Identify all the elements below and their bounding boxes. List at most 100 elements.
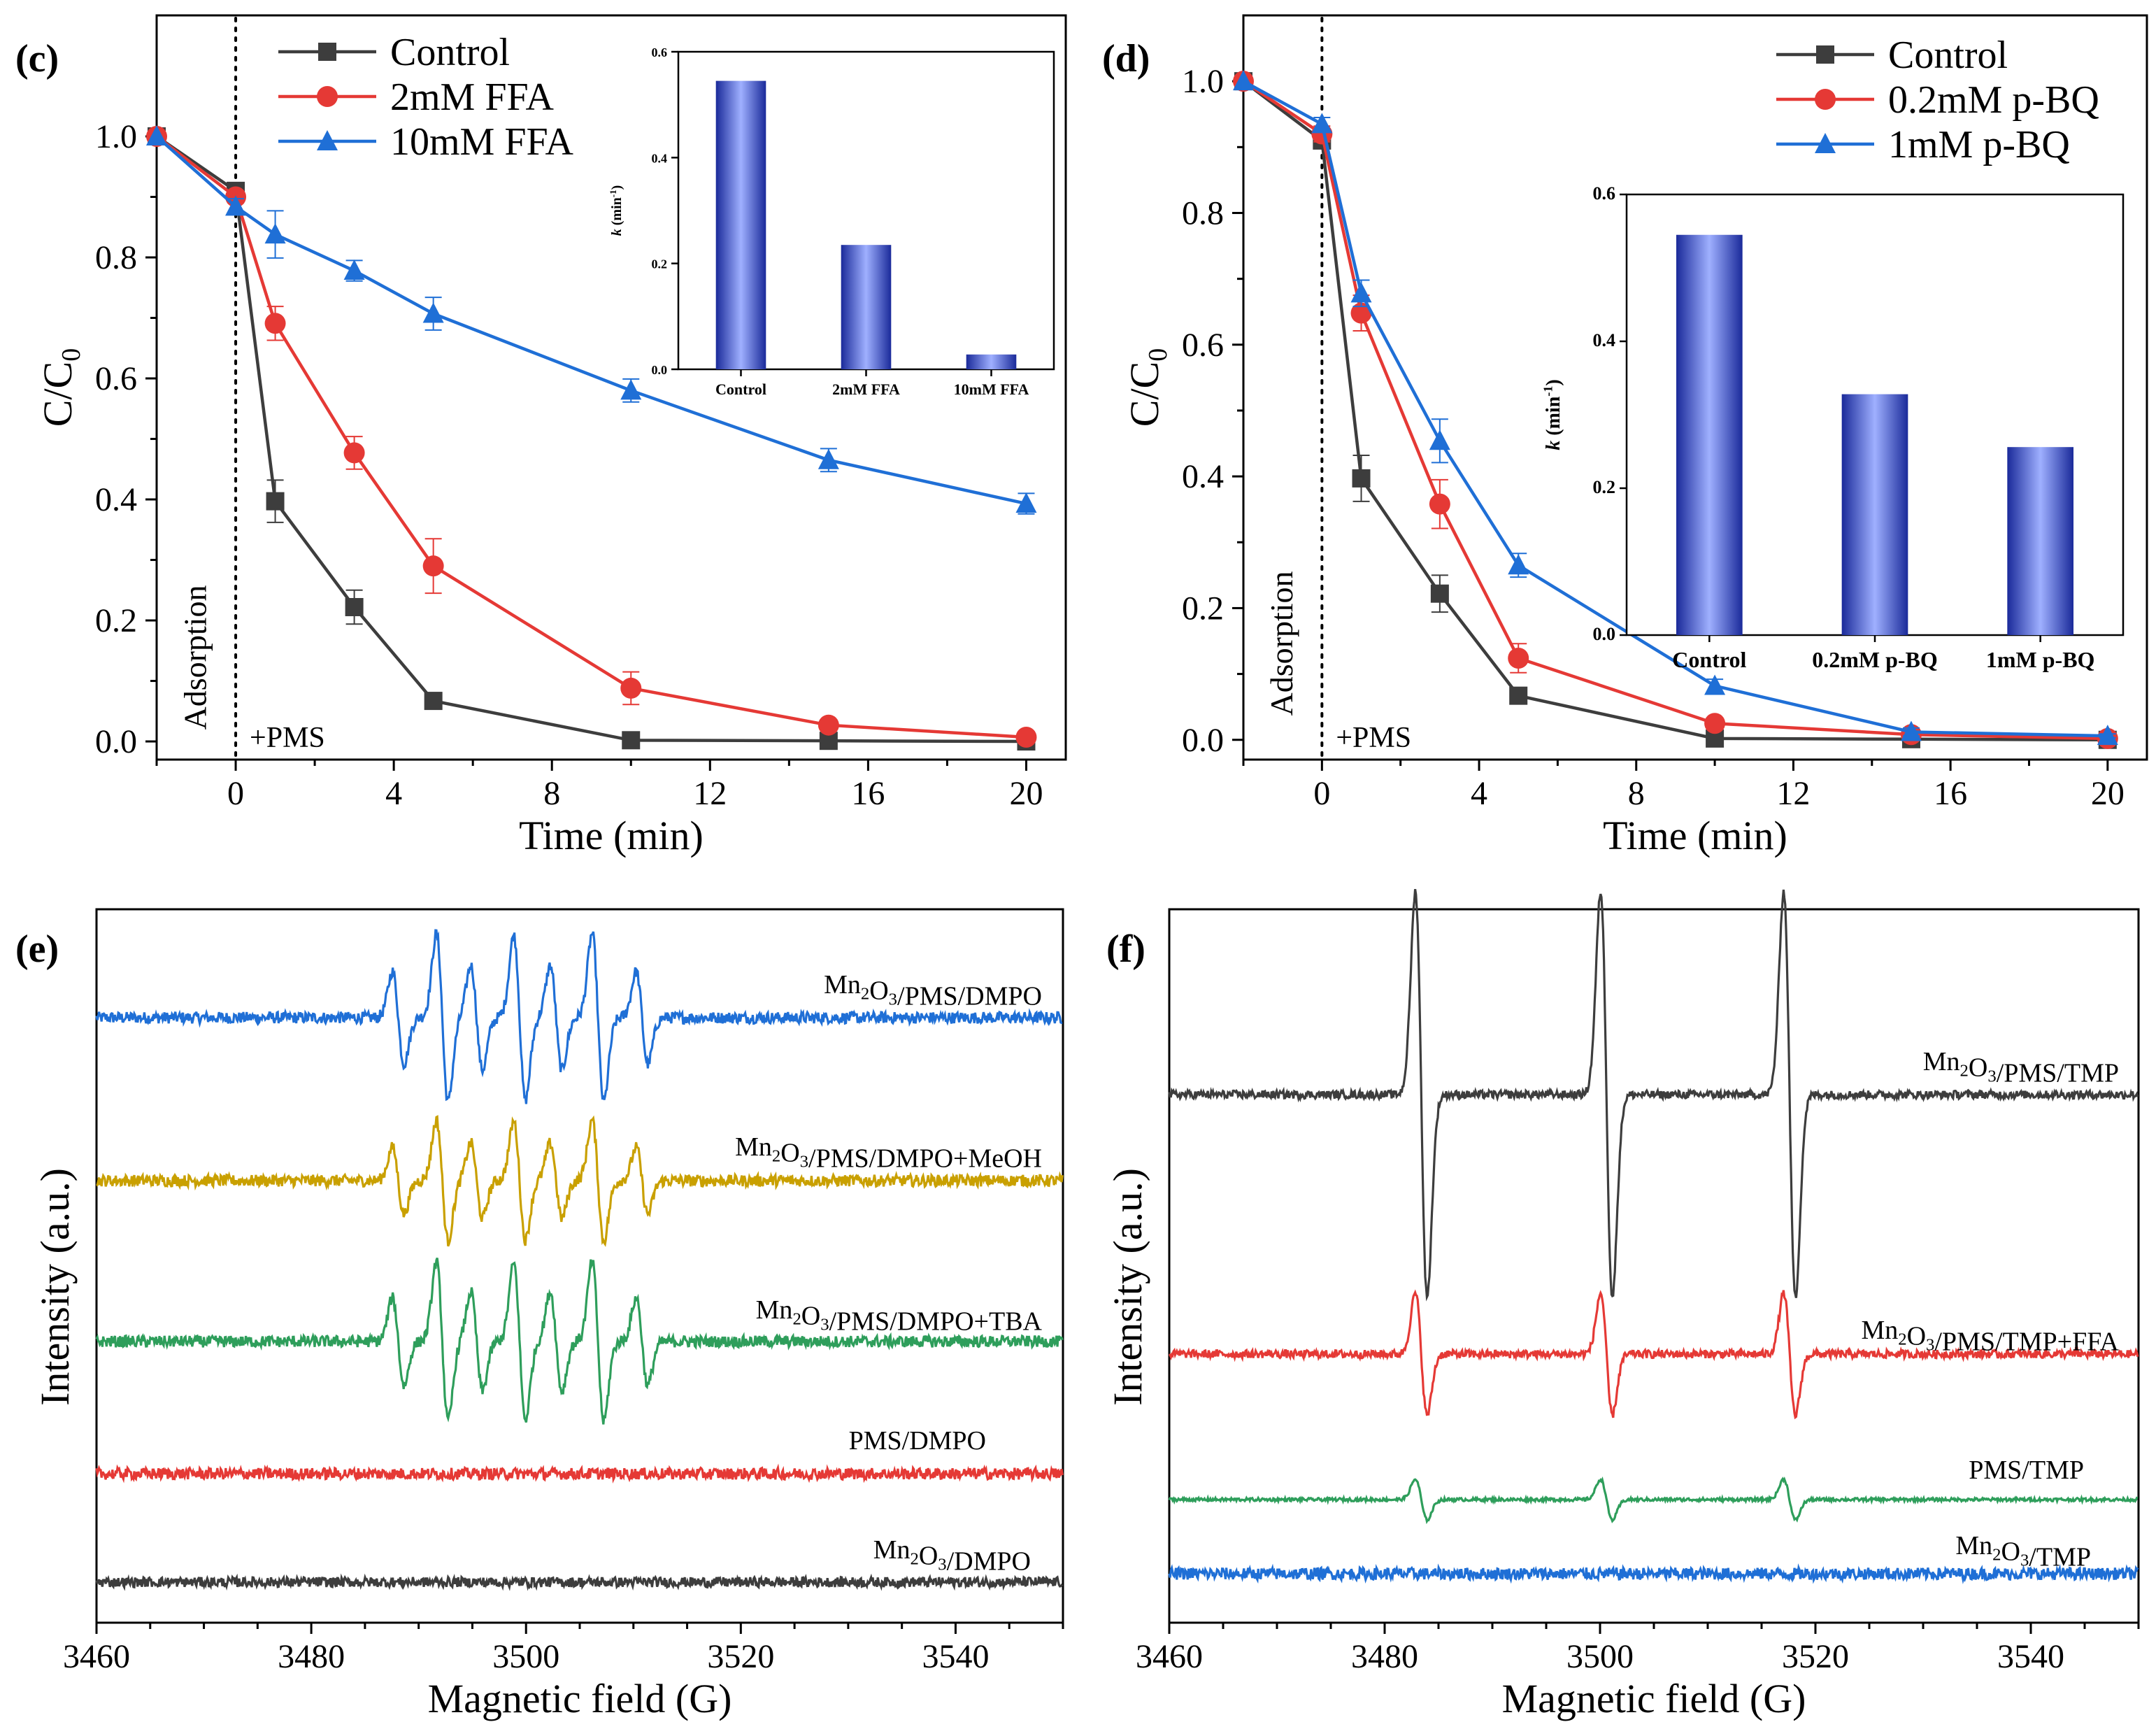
panel-letter: (e) — [15, 927, 59, 971]
data-point — [620, 379, 642, 400]
x-tick-label: 16 — [851, 775, 885, 812]
data-point — [2097, 725, 2118, 746]
label-span: /PMS/DMPO+TBA — [829, 1307, 1043, 1337]
x-tick-label: 4 — [1471, 775, 1487, 812]
y-tick-label: 0.2 — [95, 602, 137, 639]
inset-category-label: 2mM FFA — [832, 380, 900, 398]
x-tick-label: 3460 — [63, 1638, 130, 1675]
panel-e: 3460 3480 3500 3520 3540 Magnetic field (G) In… — [15, 908, 1064, 1721]
pms-annotation: +PMS — [1336, 722, 1411, 754]
inset-y-axis-label: k (min-1) — [1541, 379, 1564, 450]
legend-marker — [317, 86, 338, 107]
adsorption-annotation: Adsorption — [178, 585, 213, 730]
x-axis-label: Time (min) — [519, 813, 704, 858]
data-point — [1704, 713, 1726, 734]
legend-label: 2mM FFA — [390, 76, 554, 119]
epr-spectrum — [95, 1258, 1064, 1425]
data-point — [1015, 492, 1037, 513]
x-tick-label: 3500 — [1566, 1638, 1634, 1675]
x-tick-label: 16 — [1934, 775, 1967, 812]
data-point — [1311, 113, 1333, 134]
subscript: 2 — [861, 984, 869, 1003]
inset-bar-chart: 0.0 0.2 0.4 0.6 Control 2mM FFA 10mM FFA k (min… — [608, 45, 1055, 398]
x-tick-label: 3520 — [707, 1638, 774, 1675]
inset-bar — [1841, 394, 1908, 635]
label-span: /DMPO — [947, 1547, 1031, 1577]
data-point — [1900, 720, 1922, 741]
legend-marker — [1815, 133, 1836, 153]
y-tick-label: 0.6 — [95, 360, 137, 397]
epr-spectrum — [1168, 1289, 2139, 1420]
label-span: /TMP — [2029, 1543, 2091, 1572]
y-axis-label: Intensity (a.u.) — [32, 1168, 78, 1406]
spectrum-label: Mn2O3/PMS/DMPO — [824, 970, 1042, 1011]
inset-y-tick-label: 0.0 — [652, 363, 668, 377]
subscript: 2 — [1960, 1061, 1969, 1080]
series-line — [1242, 80, 2108, 741]
y-tick-label: 0.0 — [95, 723, 137, 760]
inset-bar — [715, 80, 766, 369]
subscript: 2 — [792, 1309, 801, 1328]
x-tick-label: 8 — [543, 775, 560, 812]
label-span: Mn — [735, 1132, 772, 1162]
epr-spectrum — [1168, 1477, 2139, 1525]
epr-spectrum — [1168, 888, 2139, 1302]
label-span: O — [919, 1541, 938, 1570]
inset-ylabel-part: ) — [609, 185, 624, 190]
inset-bar — [1676, 234, 1743, 635]
y-tick-label: 1.0 — [95, 118, 137, 155]
subscript: 2 — [1898, 1330, 1906, 1349]
x-tick-label: 3520 — [1782, 1638, 1849, 1675]
data-point — [264, 223, 286, 244]
x-tick-label: 20 — [1009, 775, 1043, 812]
y-tick-label: 0.8 — [1182, 194, 1224, 232]
inset-y-tick-label: 0.4 — [652, 151, 668, 165]
data-point — [1509, 686, 1528, 705]
x-axis-label: Magnetic field (G) — [428, 1676, 732, 1721]
panel-letter: (d) — [1102, 37, 1150, 80]
spectrum-label: Mn2O3/PMS/TMP+FFA — [1861, 1316, 2119, 1357]
subscript: 3 — [2020, 1551, 2029, 1570]
data-point — [225, 195, 247, 216]
x-tick-label: 3540 — [1997, 1638, 2064, 1675]
label-span: /PMS/TMP — [1997, 1059, 2119, 1088]
label-span: /PMS/DMPO+MeOH — [808, 1144, 1042, 1174]
adsorption-annotation: Adsorption — [1264, 571, 1299, 716]
inset-category-label: Control — [1672, 647, 1746, 672]
inset-y-tick-label: 0.2 — [1593, 477, 1616, 497]
subscript: 3 — [820, 1316, 829, 1335]
data-point — [1429, 493, 1450, 515]
y-axis-label: C/C0 — [1122, 348, 1173, 427]
x-tick-label: 3480 — [278, 1638, 345, 1675]
inset-ylabel-part: (min — [609, 197, 624, 229]
y-axis-label: Intensity (a.u.) — [1105, 1168, 1150, 1406]
y-tick-label: 0.0 — [1182, 722, 1224, 759]
legend-marker — [1815, 89, 1836, 110]
data-point — [620, 677, 642, 699]
legend-label: Control — [1888, 34, 2008, 77]
data-point — [343, 259, 365, 280]
inset-ylabel-part: k — [609, 229, 624, 236]
data-point — [622, 731, 641, 750]
pms-annotation: +PMS — [250, 722, 325, 754]
legend-label: 10mM FFA — [390, 120, 573, 164]
data-point — [1352, 469, 1371, 488]
label-span: Mn — [1861, 1316, 1898, 1345]
data-point — [1430, 584, 1449, 603]
spectrum-label: PMS/DMPO — [849, 1426, 986, 1456]
label-span: /PMS/TMP+FFA — [1934, 1328, 2119, 1357]
subscript: 3 — [800, 1153, 808, 1172]
legend-marker — [317, 130, 338, 150]
label-span: Mn — [1923, 1047, 1960, 1076]
legend-label: 1mM p-BQ — [1888, 123, 2070, 166]
x-tick-label: 12 — [1776, 775, 1810, 812]
subscript: 2 — [910, 1549, 918, 1568]
data-point — [1350, 302, 1372, 324]
legend-marker — [318, 43, 336, 61]
inset-ylabel-part: (min — [1543, 396, 1564, 440]
inset-bar — [2007, 447, 2073, 635]
data-point — [343, 442, 365, 464]
y-tick-label: 0.2 — [1182, 590, 1224, 627]
